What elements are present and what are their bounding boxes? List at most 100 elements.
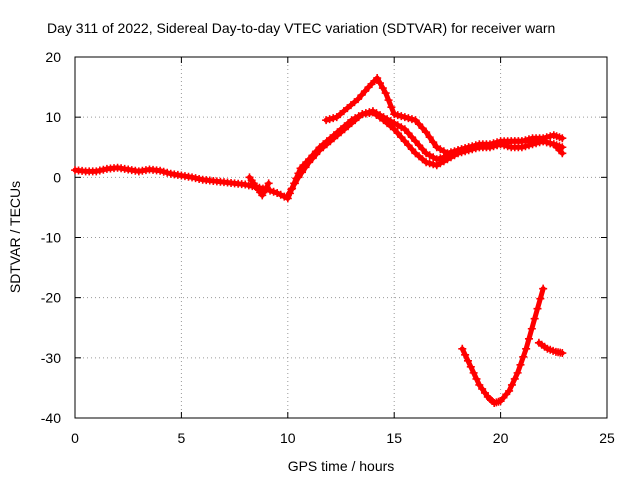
data-point bbox=[156, 166, 165, 175]
data-point bbox=[294, 173, 303, 182]
data-point bbox=[542, 133, 551, 142]
data-point bbox=[418, 145, 427, 154]
data-point bbox=[524, 334, 533, 343]
data-point bbox=[276, 190, 285, 199]
data-point bbox=[536, 294, 545, 303]
data-point bbox=[425, 159, 434, 168]
data-point bbox=[527, 324, 536, 333]
data-point bbox=[407, 133, 416, 142]
data-point bbox=[163, 168, 172, 177]
data-point bbox=[273, 188, 282, 197]
data-point bbox=[436, 154, 445, 163]
data-point bbox=[432, 155, 441, 164]
data-point bbox=[480, 388, 489, 397]
data-point bbox=[407, 145, 416, 154]
data-point bbox=[244, 181, 253, 190]
x-tick-label: 20 bbox=[493, 430, 509, 446]
x-tick-label: 15 bbox=[386, 430, 402, 446]
y-tick-label: 10 bbox=[45, 109, 61, 125]
data-series bbox=[71, 74, 567, 407]
data-point bbox=[461, 144, 470, 153]
data-point bbox=[264, 179, 273, 188]
data-point bbox=[461, 350, 470, 359]
data-point bbox=[325, 115, 334, 124]
data-point bbox=[415, 120, 424, 129]
data-point bbox=[458, 344, 467, 353]
data-point bbox=[308, 154, 317, 163]
data-point bbox=[322, 116, 331, 125]
y-tick-label: -30 bbox=[41, 350, 61, 366]
data-point bbox=[269, 187, 278, 196]
data-point bbox=[478, 384, 487, 393]
data-point bbox=[464, 143, 473, 152]
x-tick-label: 10 bbox=[280, 430, 296, 446]
data-point bbox=[290, 179, 299, 188]
y-tick-label: -10 bbox=[41, 230, 61, 246]
data-point bbox=[411, 137, 420, 146]
data-point bbox=[258, 191, 267, 200]
data-point bbox=[404, 114, 413, 123]
series-track-6 bbox=[534, 338, 567, 358]
data-point bbox=[524, 135, 533, 144]
data-point bbox=[92, 167, 101, 176]
data-point bbox=[365, 108, 374, 117]
data-point bbox=[329, 114, 338, 123]
data-point bbox=[468, 142, 477, 151]
data-point bbox=[283, 191, 292, 200]
data-point bbox=[411, 116, 420, 125]
y-tick-label: 0 bbox=[53, 169, 61, 185]
data-point bbox=[95, 166, 104, 175]
data-point bbox=[507, 380, 516, 389]
data-point bbox=[457, 145, 466, 154]
data-point bbox=[400, 137, 409, 146]
series-track-1 bbox=[71, 108, 567, 203]
y-tick-label: -40 bbox=[41, 410, 61, 426]
data-point bbox=[354, 95, 363, 104]
data-point bbox=[519, 352, 528, 361]
data-point bbox=[397, 133, 406, 142]
data-point bbox=[475, 380, 484, 389]
data-point bbox=[390, 110, 399, 119]
data-point bbox=[558, 149, 567, 158]
data-point bbox=[397, 112, 406, 121]
data-point bbox=[466, 362, 475, 371]
x-tick-label: 0 bbox=[71, 430, 79, 446]
data-point bbox=[373, 74, 382, 83]
data-point bbox=[393, 129, 402, 138]
data-point bbox=[99, 165, 108, 174]
data-point bbox=[393, 111, 402, 120]
data-point bbox=[407, 115, 416, 124]
data-point bbox=[305, 158, 314, 167]
x-tick-label: 5 bbox=[178, 430, 186, 446]
data-point bbox=[450, 147, 459, 156]
data-point bbox=[260, 187, 269, 196]
data-point bbox=[513, 368, 522, 377]
data-point bbox=[378, 84, 387, 93]
data-point bbox=[471, 141, 480, 150]
data-point bbox=[463, 356, 472, 365]
chart-title: Day 311 of 2022, Sidereal Day-to-day VTE… bbox=[47, 20, 555, 36]
data-point bbox=[188, 173, 197, 182]
data-point bbox=[493, 138, 502, 147]
data-point bbox=[510, 374, 519, 383]
data-point bbox=[539, 134, 548, 143]
data-point bbox=[422, 158, 431, 167]
axis-ticks: 0 5 10 15 20 25 -40 -30 -20 -10 0 10 20 bbox=[41, 49, 615, 446]
data-point bbox=[387, 103, 396, 112]
data-point bbox=[159, 167, 168, 176]
data-point bbox=[546, 139, 555, 148]
data-point bbox=[312, 150, 321, 159]
data-point bbox=[489, 139, 498, 148]
series-track-5 bbox=[458, 284, 548, 407]
data-point bbox=[358, 110, 367, 119]
data-point bbox=[539, 284, 548, 293]
data-point bbox=[400, 113, 409, 122]
data-point bbox=[404, 129, 413, 138]
data-point bbox=[262, 183, 271, 192]
data-point bbox=[505, 386, 514, 395]
y-tick-label: 20 bbox=[45, 49, 61, 65]
data-point bbox=[241, 180, 250, 189]
series-track-3 bbox=[322, 74, 567, 158]
data-point bbox=[191, 174, 200, 183]
